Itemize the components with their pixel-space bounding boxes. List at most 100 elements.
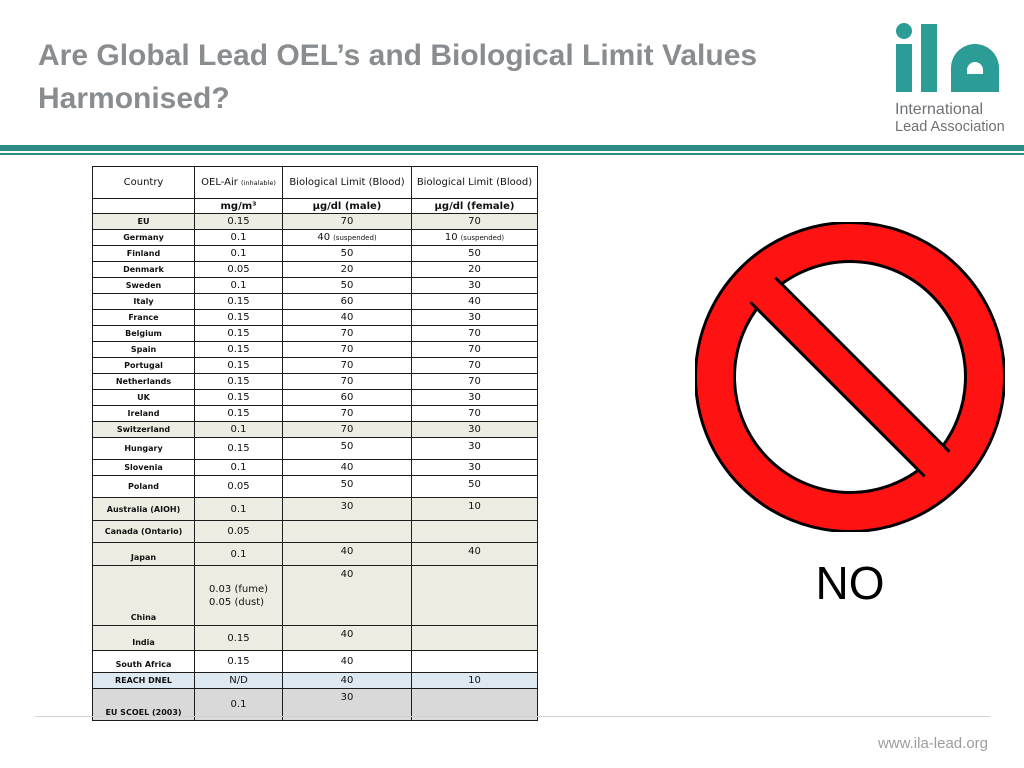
female-blood-limit-value: 70 — [468, 328, 481, 339]
male-blood-limit-value: 70 — [340, 376, 354, 387]
male-blood-limit-cell: 50 — [282, 277, 412, 294]
oel-value: 0.15 — [227, 312, 250, 323]
male-blood-limit-value: 40 — [340, 569, 354, 580]
oel-cell: 0.15 — [194, 309, 283, 326]
male-blood-limit-cell: 50 — [282, 437, 412, 460]
male-blood-limit-cell: 70 — [282, 373, 412, 390]
header-rule-thin — [0, 153, 1024, 155]
oel-cell: 0.1 — [194, 497, 283, 521]
oel-value: 0.1 — [230, 548, 247, 560]
slide-title: Are Global Lead OEL’s and Biological Lim… — [38, 34, 878, 120]
table-body: EU 0.15 70 70 Germany 0.1 40 (suspended) 10 (susp… — [92, 213, 538, 721]
country-cell: Canada (Ontario) — [92, 520, 195, 543]
country-cell: Sweden — [92, 277, 195, 294]
country-cell: Denmark — [92, 261, 195, 278]
female-blood-limit-value: 30 — [468, 280, 481, 291]
female-blood-limit-cell: 30 — [411, 437, 538, 460]
male-blood-limit-value: 40 — [317, 232, 331, 243]
table-row: Sweden 0.1 50 30 — [92, 277, 538, 294]
male-blood-limit-value: 50 — [340, 441, 354, 452]
oel-cell: 0.15 — [194, 293, 283, 310]
oel-value-wrap: 0.1 — [231, 698, 247, 711]
table-row: EU SCOEL (2003) 0.1 30 — [92, 688, 538, 721]
table-row: Australia (AIOH) 0.1 30 10 — [92, 497, 538, 521]
male-blood-limit-value: 40 — [340, 656, 354, 667]
table-row: China 0.03 (fume) 0.05 (dust) 40 — [92, 565, 538, 626]
table-row: Denmark 0.05 20 20 — [92, 261, 538, 278]
oel-value-wrap: 0.05 — [227, 263, 249, 276]
country-cell: France — [92, 309, 195, 326]
oel-value-wrap: 0.1 — [231, 231, 247, 244]
female-blood-limit-cell: 70 — [411, 405, 538, 422]
female-blood-limit-value: 30 — [468, 392, 481, 403]
country-cell: Slovenia — [92, 459, 195, 476]
oel-value-wrap: 0.1 — [231, 461, 247, 474]
oel-cell: 0.05 — [194, 475, 283, 498]
oel-value: 0.15 — [227, 408, 250, 419]
female-blood-limit-cell: 50 — [411, 475, 538, 498]
oel-value: 0.15 — [227, 392, 250, 403]
table-row: Germany 0.1 40 (suspended) 10 (suspended) — [92, 229, 538, 246]
male-blood-limit-cell: 50 — [282, 475, 412, 498]
oel-cell: 0.15 — [194, 625, 283, 651]
female-blood-limit-cell: 70 — [411, 213, 538, 230]
oel-value-wrap: 0.15 — [227, 391, 249, 404]
header-oel: OEL-Air (inhalable) — [194, 166, 283, 199]
country-cell: South Africa — [92, 650, 195, 673]
unit-female: µg/dl (female) — [411, 198, 538, 214]
male-blood-limit-value: 70 — [340, 328, 354, 339]
table-row: India 0.15 40 — [92, 625, 538, 651]
footer-url: www.ila-lead.org — [877, 735, 988, 752]
male-blood-limit-value: 70 — [340, 216, 354, 227]
female-blood-limit-value: 70 — [468, 376, 481, 387]
female-blood-limit-value: 40 — [468, 296, 481, 307]
male-blood-limit-value: 40 — [340, 629, 354, 640]
unit-country — [92, 198, 195, 214]
oel-value: 0.1 — [230, 232, 247, 243]
table-row: Ireland 0.15 70 70 — [92, 405, 538, 422]
table-row: EU 0.15 70 70 — [92, 213, 538, 230]
oel-value-wrap: 0.15 — [227, 375, 249, 388]
oel-cell: 0.1 — [194, 277, 283, 294]
oel-value: 0.15 — [227, 296, 250, 307]
country-cell: Japan — [92, 542, 195, 566]
oel-cell: N/D — [194, 672, 283, 689]
oel-value-wrap: 0.15 — [227, 327, 249, 340]
female-suspended-note: (suspended) — [460, 234, 505, 242]
oel-value: 0.1 — [230, 280, 247, 291]
male-blood-limit-cell: 70 — [282, 213, 412, 230]
oel-value-wrap: 0.15 — [227, 215, 249, 228]
header-country: Country — [92, 166, 195, 199]
female-blood-limit-cell: 40 — [411, 542, 538, 566]
ila-logo: International Lead Association — [893, 22, 1008, 137]
oel-value-wrap: 0.15 — [227, 442, 249, 455]
header-blood-male: Biological Limit (Blood) — [282, 166, 412, 199]
male-blood-limit-cell: 70 — [282, 341, 412, 358]
male-blood-limit-cell: 70 — [282, 357, 412, 374]
slide-title-line-1: Are Global Lead OEL’s and Biological Lim… — [38, 39, 758, 72]
table-row: Switzerland 0.1 70 30 — [92, 421, 538, 438]
table-row: Belgium 0.15 70 70 — [92, 325, 538, 342]
oel-value-wrap: 0.15 — [227, 343, 249, 356]
oel-value: 0.1 — [230, 503, 247, 515]
male-blood-limit-cell: 70 — [282, 421, 412, 438]
oel-cell: 0.15 — [194, 437, 283, 460]
female-blood-limit-value: 10 — [468, 675, 481, 686]
country-cell: Australia (AIOH) — [92, 497, 195, 521]
oel-value-wrap: 0.1 — [231, 247, 247, 260]
male-blood-limit-cell: 40 — [282, 459, 412, 476]
oel-value: 0.1 — [230, 248, 247, 259]
table-row: Finland 0.1 50 50 — [92, 245, 538, 262]
oel-value-wrap: 0.15 — [227, 655, 249, 668]
oel-value: 0.1 — [230, 699, 247, 710]
male-blood-limit-cell: 70 — [282, 325, 412, 342]
country-cell: UK — [92, 389, 195, 406]
country-cell: Netherlands — [92, 373, 195, 390]
oel-cell: 0.03 (fume) 0.05 (dust) — [194, 565, 283, 626]
oel-cell: 0.15 — [194, 341, 283, 358]
lead-limits-table: Country OEL-Air (inhalable) Biological L… — [92, 166, 538, 721]
female-blood-limit-value: 10 — [444, 232, 458, 243]
male-blood-limit-value: 50 — [340, 248, 354, 259]
country-cell: Portugal — [92, 357, 195, 374]
oel-value-wrap: N/D — [229, 674, 248, 687]
